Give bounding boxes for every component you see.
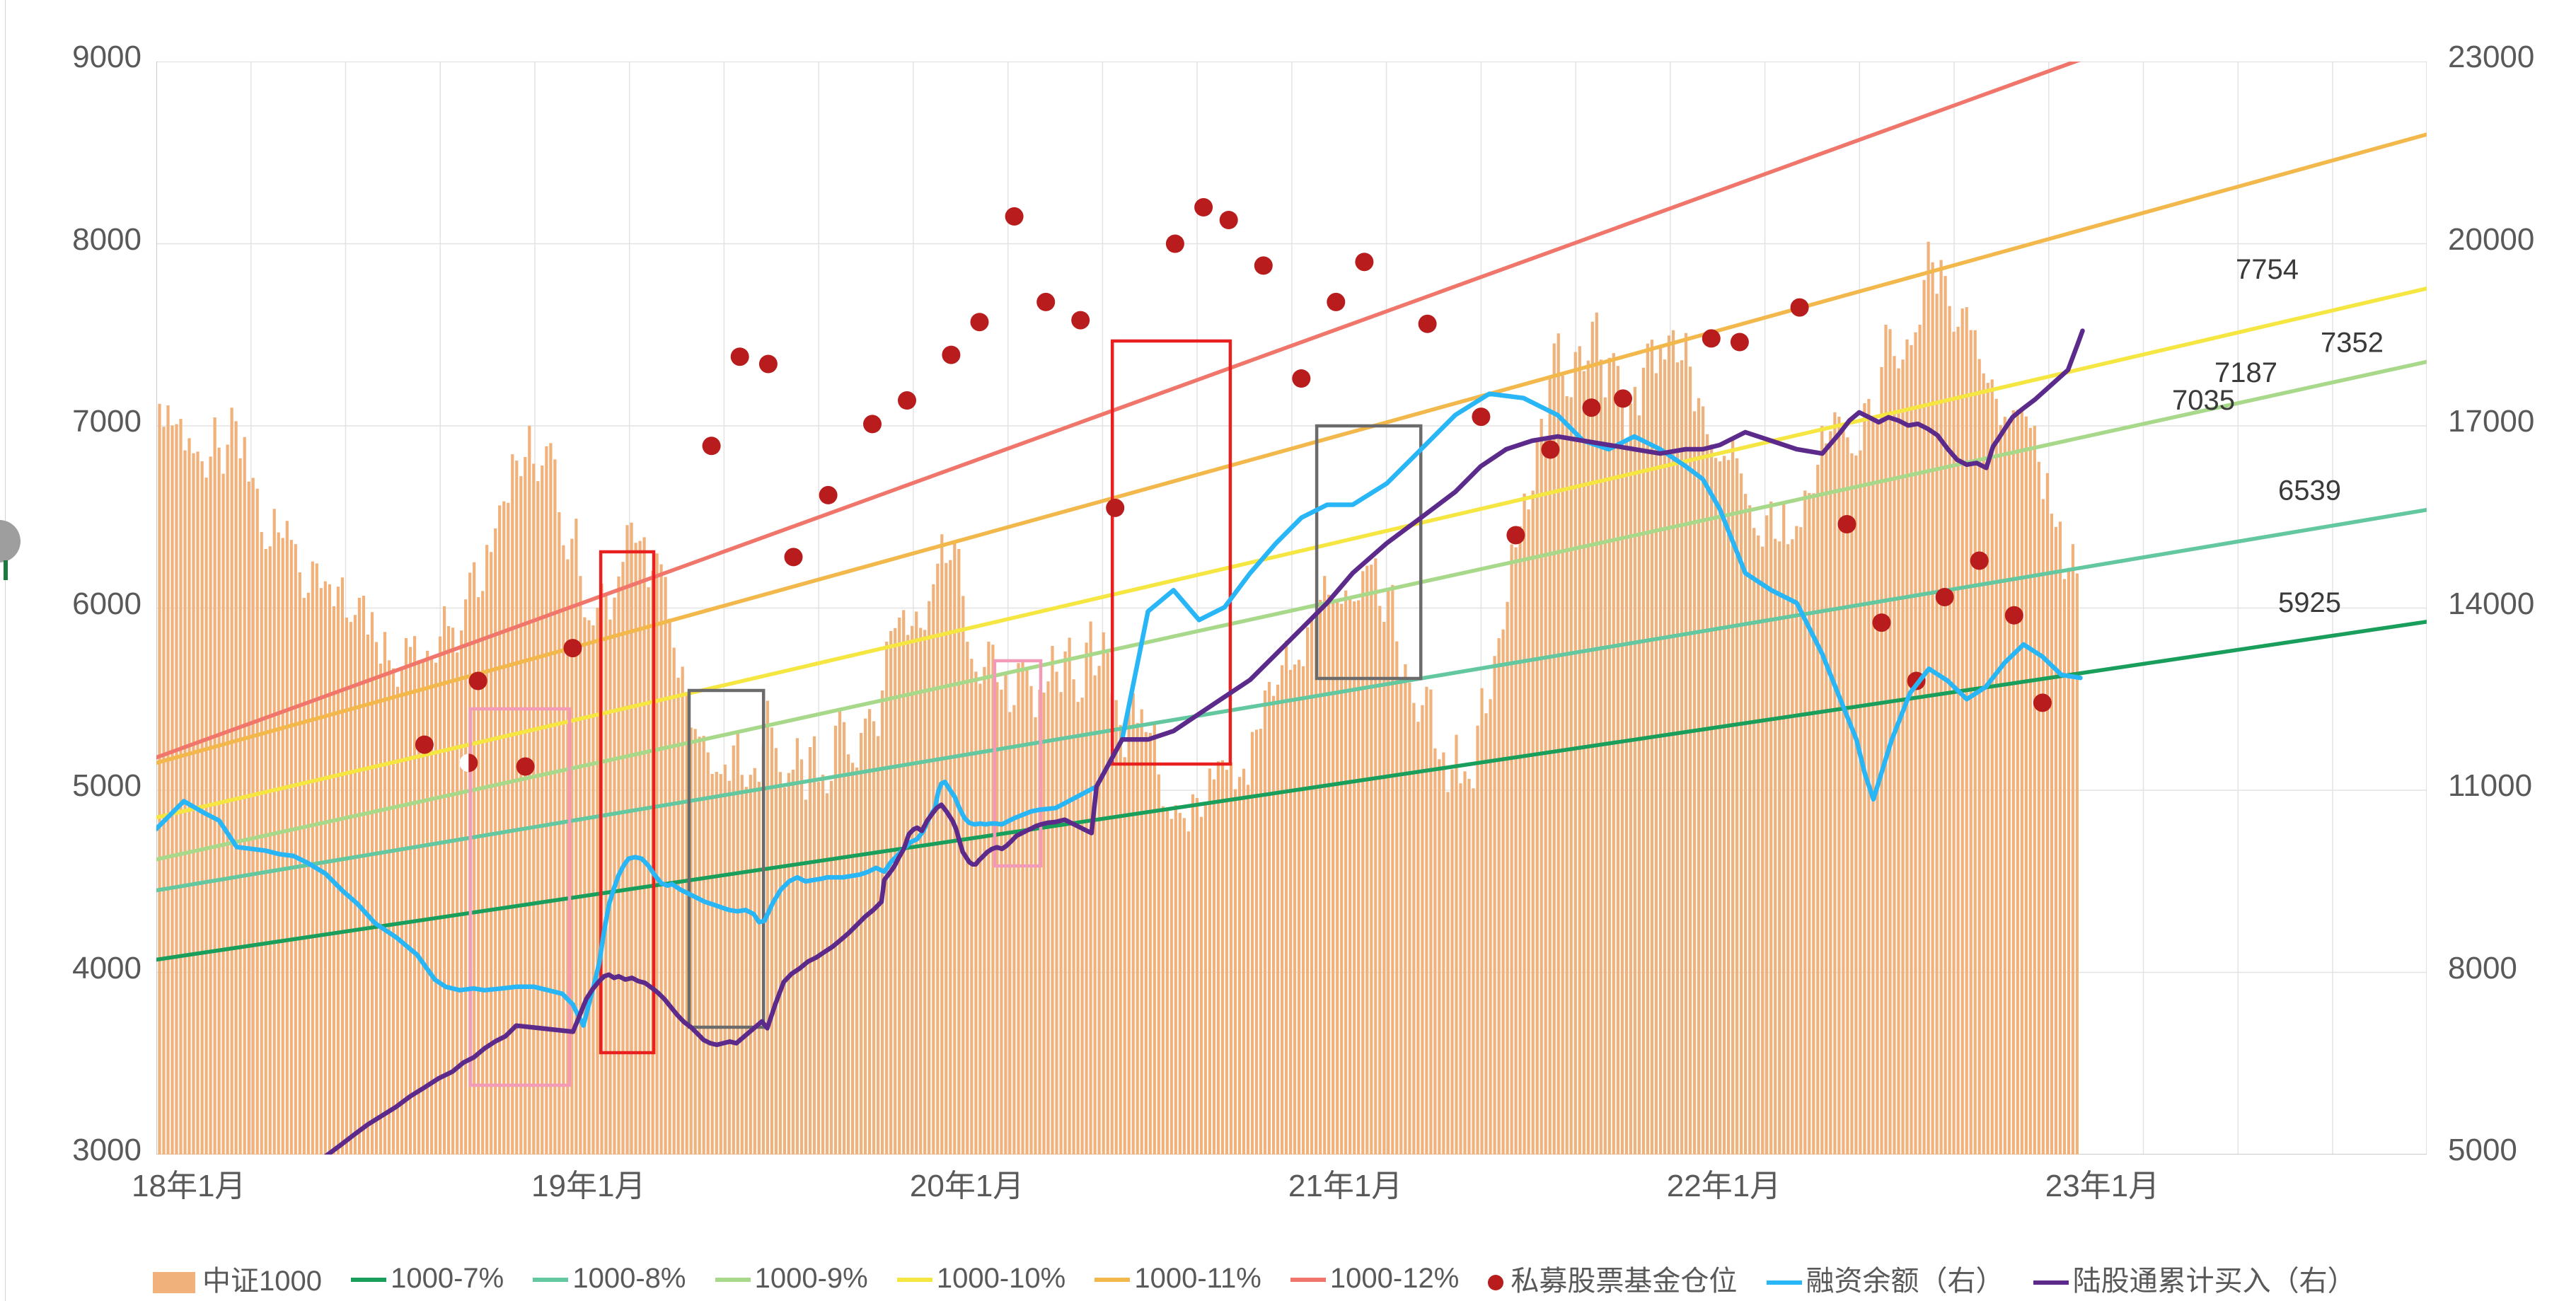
svg-text:7352: 7352 [2321,327,2384,358]
svg-text:6539: 6539 [2278,475,2341,507]
svg-text:7754: 7754 [2236,254,2299,285]
svg-text:7187: 7187 [2214,357,2277,388]
svg-text:5925: 5925 [2278,587,2341,618]
svg-text:7035: 7035 [2172,385,2235,416]
